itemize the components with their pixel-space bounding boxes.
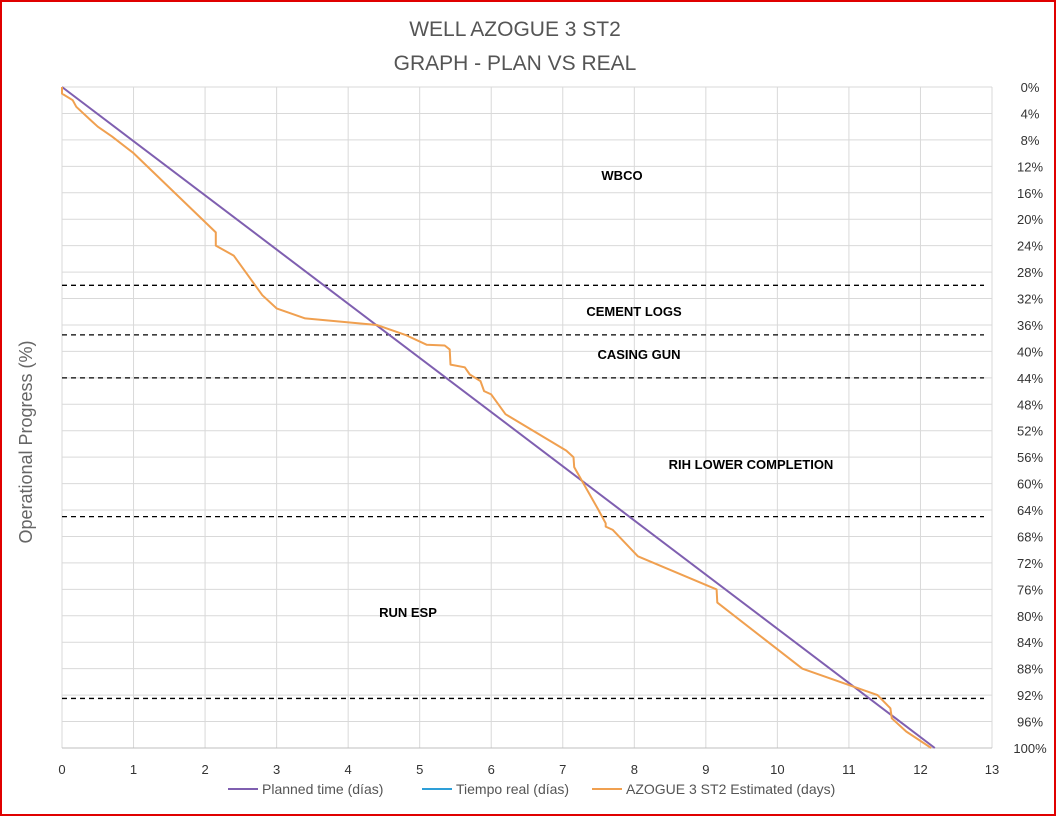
y-tick-label: 80% [1017, 609, 1043, 624]
y-tick-label: 60% [1017, 477, 1043, 492]
series-line [61, 87, 932, 749]
y-tick-label: 100% [1013, 741, 1047, 756]
x-tick-label: 0 [58, 762, 65, 777]
x-tick-label: 2 [201, 762, 208, 777]
legend-label: Planned time (días) [262, 781, 383, 797]
y-tick-label: 40% [1017, 344, 1043, 359]
y-tick-label: 72% [1017, 556, 1043, 571]
y-tick-label: 56% [1017, 450, 1043, 465]
x-tick-label: 13 [985, 762, 999, 777]
y-tick-label: 52% [1017, 424, 1043, 439]
x-tick-label: 9 [702, 762, 709, 777]
phase-label: CASING GUN [597, 347, 680, 362]
y-tick-label: 12% [1017, 159, 1043, 174]
y-tick-label: 92% [1017, 688, 1043, 703]
x-tick-label: 10 [770, 762, 784, 777]
y-tick-label: 24% [1017, 239, 1043, 254]
phase-label: WBCO [601, 168, 642, 183]
y-tick-label: 48% [1017, 397, 1043, 412]
phase-label: CEMENT LOGS [586, 304, 682, 319]
x-tick-label: 3 [273, 762, 280, 777]
series-line [61, 86, 936, 749]
chart-title-line-1: WELL AZOGUE 3 ST2 [409, 18, 621, 41]
chart-title-line-2: GRAPH - PLAN VS REAL [394, 52, 637, 75]
x-tick-label: 7 [559, 762, 566, 777]
y-tick-label: 84% [1017, 635, 1043, 650]
phase-label: RUN ESP [379, 605, 437, 620]
x-tick-label: 8 [631, 762, 638, 777]
y-tick-label: 68% [1017, 529, 1043, 544]
y-tick-label: 16% [1017, 186, 1043, 201]
y-tick-label: 32% [1017, 292, 1043, 307]
legend-label: AZOGUE 3 ST2 Estimated (days) [626, 781, 835, 797]
x-tick-label: 11 [842, 762, 856, 777]
y-tick-label: 44% [1017, 371, 1043, 386]
plot-area [62, 87, 992, 748]
y-tick-label: 64% [1017, 503, 1043, 518]
x-tick-label: 1 [130, 762, 137, 777]
y-tick-label: 0% [1021, 80, 1040, 95]
y-tick-label: 76% [1017, 582, 1043, 597]
phase-label: RIH LOWER COMPLETION [669, 457, 834, 472]
y-tick-label: 28% [1017, 265, 1043, 280]
x-tick-label: 6 [488, 762, 495, 777]
y-tick-label: 20% [1017, 212, 1043, 227]
x-tick-label: 12 [913, 762, 927, 777]
y-axis-title: Operational Progress (%) [16, 340, 36, 543]
x-tick-label: 5 [416, 762, 423, 777]
y-tick-label: 8% [1021, 133, 1040, 148]
y-tick-label: 4% [1021, 106, 1040, 121]
legend-label: Tiempo real (días) [456, 781, 569, 797]
x-tick-label: 4 [345, 762, 352, 777]
y-tick-label: 96% [1017, 715, 1043, 730]
y-tick-label: 88% [1017, 662, 1043, 677]
y-tick-label: 36% [1017, 318, 1043, 333]
